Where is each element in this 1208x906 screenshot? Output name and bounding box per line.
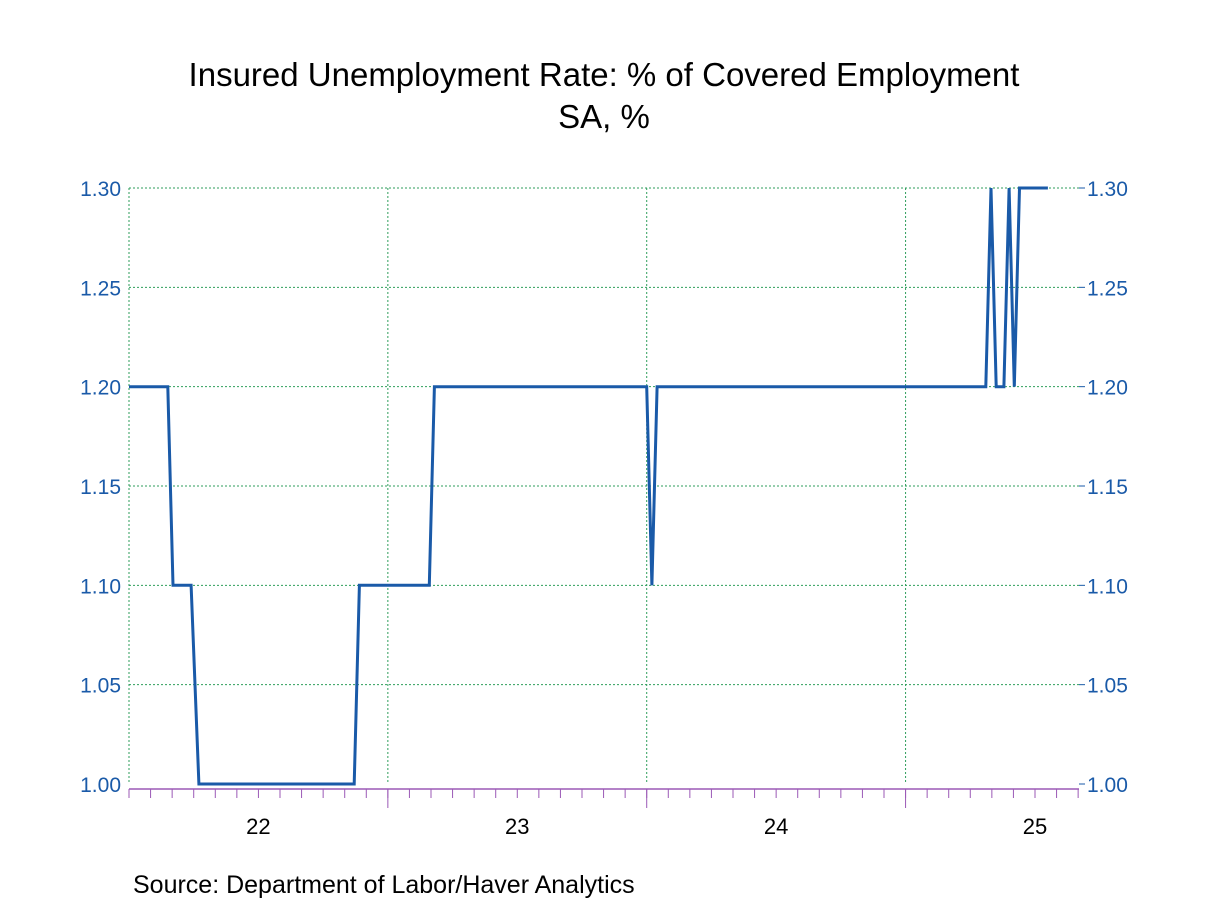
y-tick-label-right: 1.25: [1087, 277, 1128, 300]
source-note: Source: Department of Labor/Haver Analyt…: [133, 871, 635, 899]
y-tick-label-right: 1.30: [1087, 178, 1128, 201]
y-tick-label-right: 1.20: [1087, 377, 1128, 400]
y-tick-label-left: 1.05: [80, 675, 121, 698]
series-layer: [129, 186, 1048, 786]
y-tick-label-left: 1.15: [80, 476, 121, 499]
y-tick-label-left: 1.10: [80, 575, 121, 598]
x-tick-label: 24: [764, 814, 788, 839]
gridlines: [128, 187, 1079, 784]
y-tick-label-right: 1.05: [1087, 675, 1128, 698]
x-tick-label: 25: [1023, 814, 1047, 839]
y-tick-label-right: 1.10: [1087, 575, 1128, 598]
y-tick-label-left: 1.30: [80, 178, 121, 201]
y-tick-label-left: 1.20: [80, 377, 121, 400]
y-tick-label-left: 1.00: [80, 774, 121, 797]
tick-labels: 1.30 1.30 1.25 1.25 1.20 1.20 1.15 1.15 1.10 1.10…: [80, 178, 1128, 839]
chart-subtitle: SA, %: [558, 98, 650, 135]
x-tick-label: 22: [246, 814, 270, 839]
chart-title: Insured Unemployment Rate: % of Covered …: [188, 56, 1020, 93]
series-line: [129, 186, 1048, 786]
y-tick-label-right: 1.00: [1087, 774, 1128, 797]
x-tick-label: 23: [505, 814, 529, 839]
y-tick-label-right: 1.15: [1087, 476, 1128, 499]
y-tick-label-left: 1.25: [80, 277, 121, 300]
axes: [128, 187, 1085, 808]
